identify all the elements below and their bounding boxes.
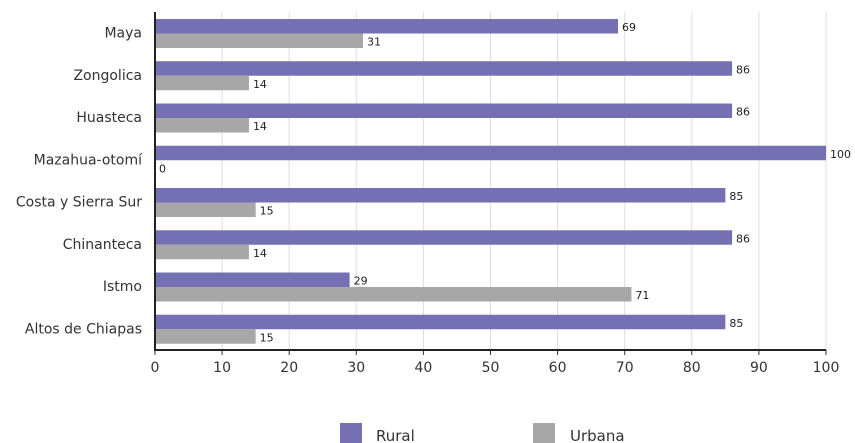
data-label: 69 bbox=[622, 21, 636, 34]
category-label: Mazahua-otomí bbox=[34, 152, 143, 168]
x-tick-label: 50 bbox=[482, 360, 500, 376]
bar-rural bbox=[155, 272, 350, 287]
data-label: 29 bbox=[354, 275, 368, 288]
x-tick-label: 70 bbox=[616, 360, 634, 376]
data-label: 100 bbox=[830, 148, 851, 161]
x-tick-label: 40 bbox=[414, 360, 432, 376]
legend-swatch-urbana bbox=[533, 423, 555, 443]
x-tick-label: 20 bbox=[280, 360, 298, 376]
data-label: 86 bbox=[736, 232, 750, 245]
bar-rural bbox=[155, 61, 733, 76]
category-label: Costa y Sierra Sur bbox=[16, 195, 142, 211]
data-label: 14 bbox=[253, 120, 267, 133]
bar-urbana bbox=[155, 329, 256, 344]
bar-rural bbox=[155, 19, 618, 34]
bar-urbana bbox=[155, 75, 249, 91]
data-label: 15 bbox=[260, 331, 274, 344]
bar-urbana bbox=[155, 118, 249, 133]
x-tick-label: 60 bbox=[549, 360, 567, 376]
bar-rural bbox=[155, 314, 726, 330]
bar-rural bbox=[155, 145, 826, 161]
labels: 0 10 20 30 40 50 60 70 80 90 100 Maya 69 31 Zongolica 8… bbox=[16, 21, 851, 376]
legend-swatch-rural bbox=[340, 423, 362, 443]
bar-rural bbox=[155, 103, 733, 118]
data-label: 71 bbox=[635, 289, 649, 302]
bar-rural bbox=[155, 230, 733, 245]
category-label: Chinanteca bbox=[63, 237, 142, 253]
data-label: 86 bbox=[736, 106, 750, 119]
category-label: Maya bbox=[104, 26, 142, 42]
x-tick-label: 80 bbox=[683, 360, 701, 376]
data-label: 15 bbox=[260, 205, 274, 218]
x-tick-label: 90 bbox=[750, 360, 768, 376]
x-tick-label: 10 bbox=[213, 360, 231, 376]
bars bbox=[155, 19, 826, 344]
category-label: Zongolica bbox=[73, 68, 142, 84]
data-label: 14 bbox=[253, 247, 267, 260]
legend-label-rural: Rural bbox=[376, 427, 415, 443]
category-label: Istmo bbox=[103, 279, 142, 295]
data-label: 31 bbox=[367, 36, 381, 49]
category-label: Huasteca bbox=[76, 110, 142, 126]
legend: Rural Urbana bbox=[340, 423, 625, 443]
axes bbox=[154, 12, 827, 355]
data-label: 85 bbox=[729, 190, 743, 203]
data-label: 0 bbox=[159, 162, 166, 175]
x-tick-label: 100 bbox=[813, 360, 840, 376]
bar-rural bbox=[155, 188, 726, 203]
x-tick-label: 30 bbox=[347, 360, 365, 376]
bar-urbana bbox=[155, 202, 256, 217]
data-label: 85 bbox=[729, 317, 743, 330]
data-label: 86 bbox=[736, 63, 750, 76]
bar-urbana bbox=[155, 33, 364, 48]
bar-urbana bbox=[155, 287, 632, 302]
bar-urbana bbox=[155, 244, 249, 260]
x-tick-label: 0 bbox=[151, 360, 160, 376]
category-label: Altos de Chiapas bbox=[25, 321, 142, 337]
legend-label-urbana: Urbana bbox=[570, 427, 625, 443]
data-label: 14 bbox=[253, 78, 267, 91]
